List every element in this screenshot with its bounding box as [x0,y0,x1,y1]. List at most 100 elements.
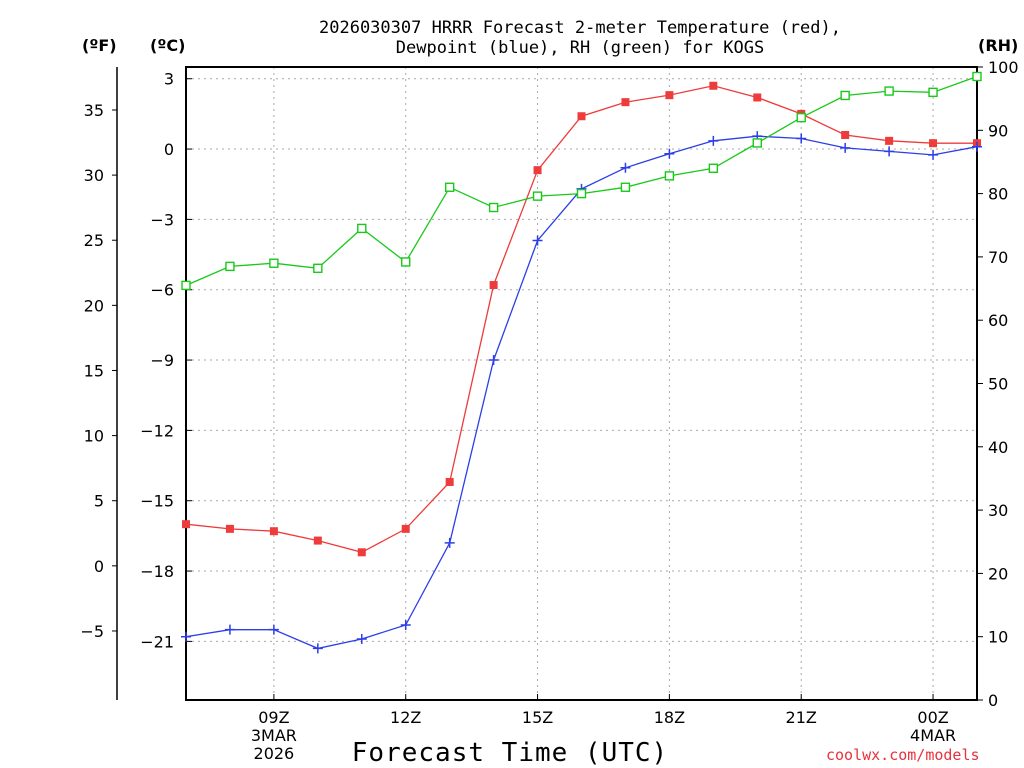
rh-point [444,182,455,192]
x-tick-label: 18Z [654,708,685,727]
celsius-tick-label: −6 [150,281,174,300]
x-tick-label: 15Z [522,708,553,727]
temperature-point [621,98,630,107]
celsius-tick-label: −3 [150,210,174,229]
rh-point [752,138,762,148]
fahrenheit-tick-label: 0 [94,557,104,576]
dewpoint-point [488,355,499,366]
x-tick-label: 4MAR [910,726,956,745]
temperature-point [445,477,454,486]
rh-point [225,261,235,272]
celsius-tick-label: −18 [140,562,174,581]
x-tick-label: 09Z [258,708,289,727]
rh-point [796,112,806,123]
dewpoint-point [532,235,543,246]
temperature-point [182,520,190,529]
fahrenheit-tick-label: 10 [84,427,104,446]
temperature-point [269,527,278,536]
rh-tick-label: 30 [988,501,1008,520]
fahrenheit-tick-label: 15 [84,361,104,380]
dewpoint-point [444,537,455,548]
rh-point [576,188,587,199]
temperature-point [401,524,410,533]
rh-tick-label: 90 [988,121,1008,140]
dewpoint-point [268,624,279,635]
rh-point [708,163,719,173]
rh-tick-label: 20 [988,564,1008,583]
celsius-tick-label: −15 [140,492,174,511]
temperature-point [577,112,586,121]
rh-point [972,71,982,82]
rh-tick-label: 60 [988,311,1008,330]
x-tick-label: 12Z [390,708,421,727]
dewpoint-point [620,162,631,173]
rh-point [620,182,631,192]
rh-line [185,75,978,286]
x-tick-label: 2026 [254,744,295,763]
dewpoint-point [181,631,191,642]
celsius-tick-label: 3 [164,70,174,89]
dewpoint-point [664,148,675,159]
dewpoint-point [356,634,367,645]
rh-tick-label: 50 [988,375,1008,394]
x-tick-label: 00Z [917,708,948,727]
celsius-tick-label: −9 [150,351,174,370]
source-credit: coolwx.com/models [826,746,980,764]
chart-title-line-2: Dewpoint (blue), RH (green) for KOGS [395,38,765,58]
rh-point [664,171,675,181]
celsius-tick-label: 0 [164,140,174,159]
rh-point [181,280,191,291]
dewpoint-point [840,142,851,153]
dewpoint-line [185,135,978,650]
rh-tick-label: 100 [988,58,1019,77]
rh-unit-label: (RH) [978,36,1019,55]
fahrenheit-tick-label: 20 [84,296,104,315]
rh-tick-label: 40 [988,438,1008,457]
temperature-point [885,136,894,145]
temperature-point [533,166,542,175]
rh-point [840,90,850,101]
rh-point [401,257,411,267]
temperature-point [489,281,498,290]
dewpoint-point [884,146,895,157]
celsius-tick-label: −21 [140,632,174,651]
rh-point [357,223,367,234]
temperature-point [841,130,850,139]
plot-frame [185,66,978,701]
dewpoint-point [400,619,411,630]
dewpoint-point [972,141,982,152]
fahrenheit-tick-label: −5 [80,622,104,641]
chart-title-line-1: 2026030307 HRRR Forecast 2-meter Tempera… [319,18,841,38]
rh-point [928,87,938,98]
x-tick-label: 3MAR [251,726,297,745]
rh-point [884,86,894,96]
rh-point [313,263,323,273]
rh-tick-label: 10 [988,628,1008,647]
rh-tick-label: 80 [988,185,1008,204]
dewpoint-point [224,624,235,635]
temperature-point [357,548,366,557]
temperature-point [665,91,674,100]
dewpoint-point [312,643,323,654]
temperature-point [753,93,762,102]
fahrenheit-unit-label: (ºF) [82,36,117,55]
temperature-point [313,536,322,545]
x-axis-label: Forecast Time (UTC) [351,738,669,768]
rh-point [488,202,499,213]
temperature-point [929,139,938,148]
fahrenheit-tick-label: 25 [84,231,104,250]
temperature-point [709,81,718,90]
temperature-line [185,85,977,553]
fahrenheit-tick-label: 5 [94,492,104,511]
dewpoint-point [796,133,807,144]
dewpoint-point [928,149,939,160]
fahrenheit-tick-label: 35 [84,101,104,120]
dewpoint-point [708,135,719,146]
rh-point [269,258,279,268]
rh-point [532,191,543,201]
rh-tick-label: 0 [988,691,998,710]
temperature-point [225,524,234,533]
rh-tick-label: 70 [988,248,1008,267]
fahrenheit-tick-label: 30 [84,166,104,185]
